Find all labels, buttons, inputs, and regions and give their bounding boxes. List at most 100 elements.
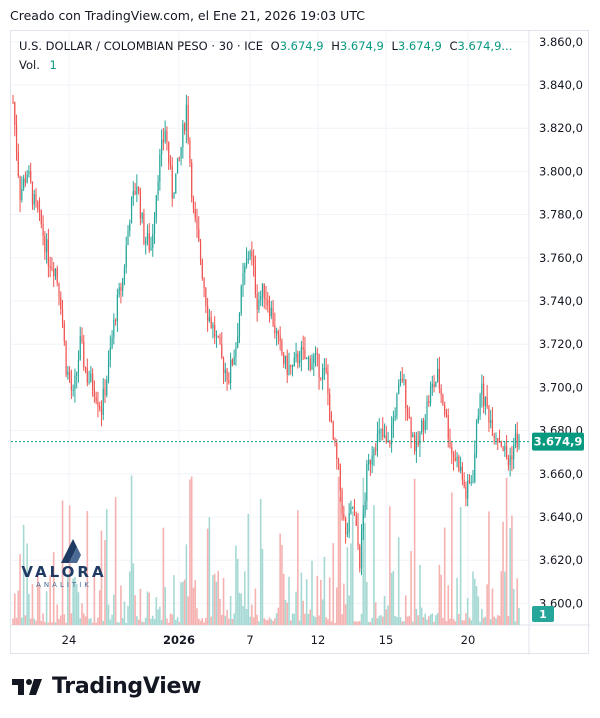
- candle-body: [403, 379, 405, 381]
- candle-body: [67, 371, 69, 375]
- legend-vol-value: 1: [50, 58, 57, 72]
- chart-frame[interactable]: VALORA ANALITIK 3.860,0 3.840,0 3.820,0 3.8…: [10, 30, 590, 655]
- volume-bar: [91, 622, 94, 625]
- volume-bar: [399, 617, 402, 625]
- volume-bar: [327, 619, 329, 625]
- candle-body: [307, 358, 310, 360]
- volume-bar: [15, 618, 18, 625]
- volume-bar: [367, 621, 370, 625]
- volume-bar: [433, 621, 435, 625]
- volume-bar: [107, 604, 110, 625]
- candle-body: [90, 373, 92, 382]
- volume-bar: [380, 615, 382, 625]
- candle-body: [484, 396, 486, 406]
- volume-bar: [403, 621, 405, 625]
- candle-body: [332, 421, 334, 440]
- volume-bar: [160, 619, 163, 625]
- volume-bar: [176, 617, 179, 625]
- volume-bar: [472, 571, 474, 625]
- volume-bar: [127, 606, 129, 625]
- volume-bar: [59, 615, 62, 625]
- volume-bar: [65, 622, 67, 625]
- candle-body: [472, 481, 474, 483]
- candle-body: [272, 307, 274, 326]
- candle-body: [309, 358, 311, 370]
- volume-bar: [426, 619, 428, 625]
- candle-body: [146, 233, 149, 241]
- last-price-label: 3.674,9: [534, 435, 583, 449]
- candle-body: [334, 439, 336, 443]
- volume-bar: [282, 573, 285, 625]
- candle-body: [12, 102, 14, 104]
- price-chart[interactable]: VALORA ANALITIK 3.860,03.840,03.820,03.8…: [11, 31, 590, 655]
- y-tick-label: 3.700,0: [539, 380, 583, 394]
- candle-body: [445, 414, 448, 416]
- candle-body: [500, 442, 502, 447]
- candle-body: [502, 446, 504, 451]
- volume-bar: [445, 621, 448, 625]
- volume-bar: [473, 578, 476, 625]
- candle-body: [383, 435, 386, 438]
- volume-bar: [454, 621, 457, 625]
- volume-bar: [463, 620, 465, 625]
- volume-bar: [277, 607, 280, 625]
- volume-bar: [293, 613, 296, 625]
- legend-vol-label: Vol.: [19, 58, 40, 72]
- candle-body: [14, 102, 16, 125]
- candle-body: [51, 267, 53, 270]
- candle-body: [122, 278, 124, 291]
- candle-body: [435, 381, 437, 387]
- volume-bar: [109, 619, 112, 625]
- volume-bar: [157, 609, 159, 625]
- volume-bar: [309, 609, 312, 625]
- volume-bar: [415, 608, 418, 625]
- candle-body: [138, 186, 140, 192]
- volume-bar: [369, 621, 372, 625]
- volume-bar: [245, 609, 248, 625]
- volume-bar: [507, 616, 510, 625]
- volume-bar: [358, 621, 361, 625]
- y-tick-label: 3.780,0: [539, 208, 583, 222]
- volume-bar: [468, 617, 471, 625]
- candle-body: [30, 171, 32, 183]
- volume-bar: [40, 620, 43, 625]
- volume-bar: [350, 543, 352, 625]
- volume-bar: [353, 621, 356, 625]
- candle-body: [481, 383, 483, 395]
- candle-body: [475, 422, 478, 454]
- candle-body: [141, 213, 143, 219]
- volume-bar: [482, 617, 485, 625]
- volume-bar: [491, 588, 494, 625]
- tradingview-logo[interactable]: TradingView: [12, 674, 201, 699]
- volume-bar: [148, 592, 151, 625]
- volume-bar: [514, 621, 517, 625]
- volume-bar: [139, 588, 142, 625]
- volume-bar: [182, 581, 184, 625]
- volume-bar: [185, 544, 188, 625]
- candle-body: [74, 375, 76, 390]
- candle-body: [290, 364, 292, 367]
- volume-bar: [243, 571, 246, 625]
- volume-bar: [254, 588, 257, 625]
- volume-bar: [201, 618, 204, 625]
- x-tick-label: 15: [379, 633, 394, 647]
- volume-bar: [31, 584, 34, 625]
- candle-body: [429, 387, 432, 404]
- candle-body: [102, 388, 104, 415]
- volume-bar: [438, 564, 441, 625]
- volume-bar: [242, 606, 244, 625]
- candle-body: [348, 513, 350, 534]
- volume-bar: [397, 537, 400, 625]
- candle-body: [353, 506, 356, 516]
- volume-bar: [288, 576, 290, 625]
- candle-body: [281, 341, 283, 355]
- candle-body: [362, 515, 364, 531]
- volume-bar: [144, 617, 147, 625]
- volume-bar: [390, 572, 393, 625]
- candle-body: [201, 260, 203, 279]
- volume-bar: [13, 593, 16, 625]
- candle-body: [516, 433, 518, 448]
- candle-body: [318, 354, 320, 378]
- volume-bar: [486, 584, 488, 625]
- volume-bar: [275, 613, 278, 625]
